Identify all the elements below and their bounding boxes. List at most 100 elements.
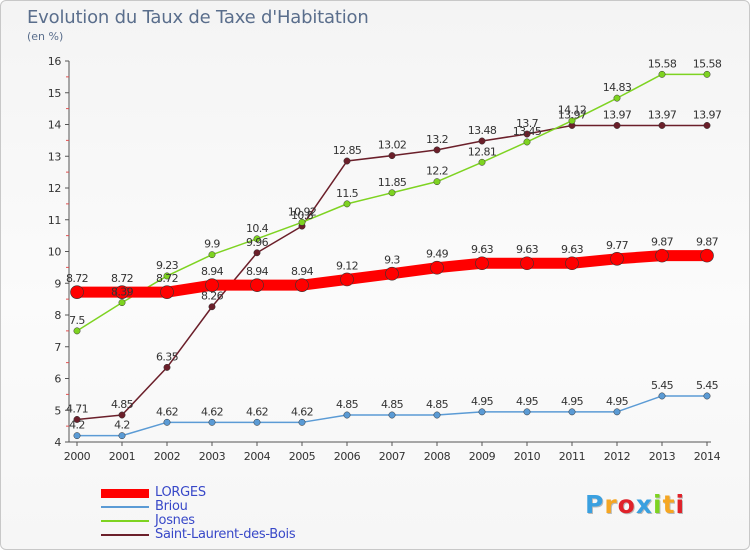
data-label-josnes: 11.5 [336,187,359,200]
data-point-josnes [73,327,81,335]
legend-label: LORGES [155,485,206,500]
x-tick-label: 2003 [199,450,226,463]
data-label-lorges: 9.63 [471,243,494,256]
x-tick-label: 2010 [514,450,541,463]
data-label-lorges: 8.72 [111,272,133,285]
x-tick-label: 2011 [559,450,585,463]
data-point-josnes [613,94,621,102]
x-tick-label: 2014 [694,450,721,463]
data-label-lorges: 8.94 [246,265,269,278]
data-label-josnes: 8.39 [111,286,134,299]
data-label-lorges: 9.63 [561,243,584,256]
proxiti-logo: Proxiti [585,490,685,519]
data-point-josnes [658,70,666,78]
data-label-saint-laurent-des-bois: 9.96 [246,236,269,249]
data-label-lorges: 9.12 [336,259,358,272]
data-point-lorges [655,248,669,263]
data-point-briou [658,392,666,400]
data-point-josnes [208,251,216,259]
data-point-josnes [388,189,396,197]
data-point-briou [163,418,171,426]
logo-letter: r [604,490,618,519]
y-tick-label: 6 [54,373,61,386]
data-label-josnes: 14.83 [603,81,632,94]
data-label-saint-laurent-des-bois: 13.97 [603,108,632,121]
data-label-briou: 4.95 [471,395,494,408]
data-label-josnes: 11.85 [378,176,407,189]
chart-subtitle: (en %) [27,30,64,43]
data-point-saint-laurent-des-bois [658,122,666,129]
logo-letter: x [635,490,653,519]
data-point-lorges [340,272,354,287]
data-label-briou: 4.2 [69,419,85,432]
y-tick-label: 11 [48,214,61,227]
data-point-briou [208,418,216,426]
data-point-josnes [478,158,486,166]
data-label-briou: 4.2 [114,419,130,432]
data-point-saint-laurent-des-bois [73,416,81,423]
data-label-saint-laurent-des-bois: 13.2 [426,133,448,146]
data-point-lorges [430,260,444,275]
data-point-briou [568,408,576,416]
data-label-lorges: 9.49 [426,248,449,261]
legend-label: Josnes [155,513,195,528]
data-label-briou: 4.85 [336,398,359,411]
y-tick-label: 16 [48,55,62,68]
data-label-josnes: 10.4 [246,222,269,235]
logo-letter: i [653,490,663,519]
data-point-josnes [298,218,306,226]
data-point-lorges [295,278,309,292]
y-tick-label: 9 [54,277,61,290]
logo-letter: o [617,490,636,519]
data-label-saint-laurent-des-bois: 13.48 [468,124,497,137]
legend-swatch [101,506,149,508]
data-point-lorges [520,256,534,271]
data-label-lorges: 8.94 [291,265,314,278]
data-point-josnes [253,235,261,243]
data-point-lorges [610,252,624,266]
data-label-briou: 4.62 [291,405,313,418]
data-label-saint-laurent-des-bois: 6.35 [156,350,179,363]
legend-label: Saint-Laurent-des-Bois [155,527,296,542]
data-label-josnes: 15.58 [693,57,722,70]
y-tick-label: 15 [48,87,62,100]
data-label-saint-laurent-des-bois: 4.71 [66,402,88,415]
data-label-saint-laurent-des-bois: 4.85 [111,398,134,411]
legend-swatch [101,489,149,498]
data-label-lorges: 9.63 [516,243,539,256]
data-label-josnes: 14.12 [558,104,587,117]
data-label-briou: 4.62 [201,405,223,418]
data-point-saint-laurent-des-bois [613,122,621,129]
data-label-briou: 5.45 [696,379,719,392]
data-point-saint-laurent-des-bois [163,363,171,371]
data-point-josnes [343,200,351,208]
data-label-saint-laurent-des-bois: 13.97 [693,108,722,121]
data-point-briou [478,408,486,416]
data-point-josnes [568,117,576,125]
data-label-lorges: 8.72 [156,272,178,285]
data-point-saint-laurent-des-bois [118,411,126,419]
x-tick-label: 2012 [604,450,630,463]
data-label-josnes: 12.2 [426,165,448,178]
data-point-saint-laurent-des-bois [208,303,216,311]
data-point-josnes [523,138,531,146]
data-label-saint-laurent-des-bois: 13.97 [558,108,587,121]
data-label-lorges: 8.72 [66,272,88,285]
data-label-saint-laurent-des-bois: 13.02 [378,139,407,152]
data-point-saint-laurent-des-bois [433,146,441,154]
data-point-briou [523,408,531,416]
data-label-josnes: 9.9 [204,238,220,251]
data-point-briou [298,418,306,426]
data-point-briou [343,411,351,419]
y-tick-label: 10 [48,246,62,259]
data-point-lorges [700,248,714,263]
data-point-saint-laurent-des-bois [703,122,711,129]
data-point-lorges [250,278,264,292]
x-tick-label: 2007 [379,450,406,463]
data-point-saint-laurent-des-bois [253,249,261,257]
data-label-saint-laurent-des-bois: 8.26 [201,290,224,303]
x-tick-label: 2006 [334,450,361,463]
logo-letter: P [585,490,605,519]
data-point-briou [613,408,621,416]
data-point-josnes [703,70,711,78]
